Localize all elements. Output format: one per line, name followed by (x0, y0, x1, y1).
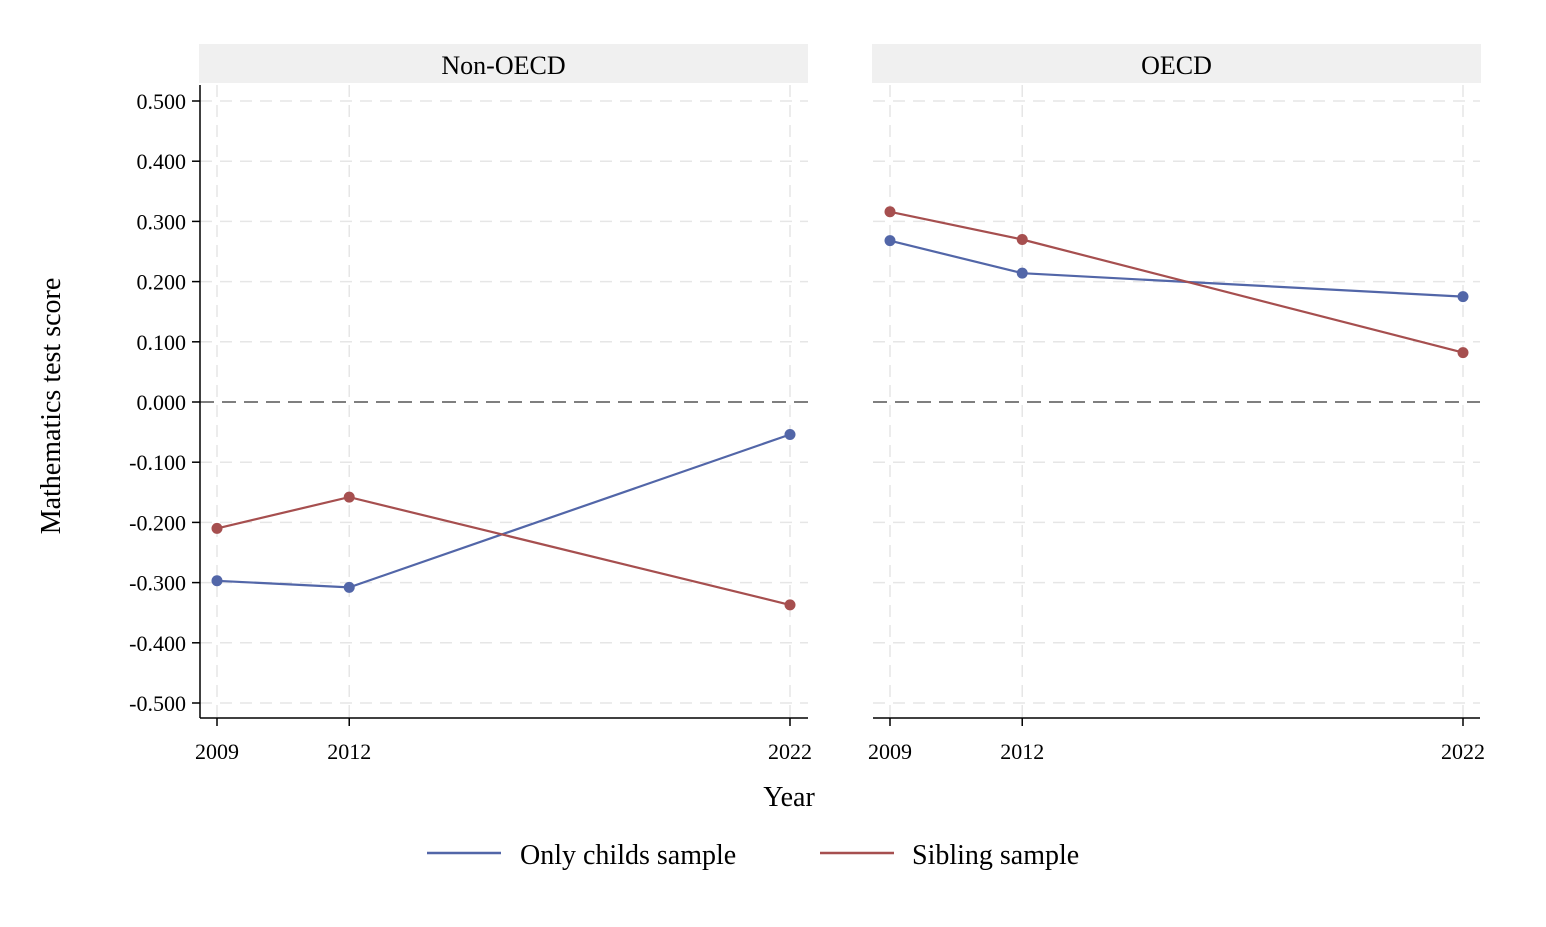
y-tick-label-2: -0.300 (129, 571, 186, 596)
y-tick-label-9: 0.400 (137, 149, 187, 174)
y-tick-label-4: -0.100 (129, 450, 186, 475)
y-tick-label-3: -0.200 (129, 510, 186, 535)
panel-1-point-sibling-2009 (211, 522, 223, 534)
panel-1-point-only_child-2022 (784, 429, 796, 441)
panel-1-point-sibling-2012 (343, 491, 355, 503)
panel-1-x-tick-label-0: 2009 (195, 739, 239, 764)
y-tick-label-1: -0.400 (129, 631, 186, 656)
panel-title-2: OECD (1141, 51, 1212, 80)
y-tick-label-8: 0.300 (137, 209, 187, 234)
panel-1-point-only_child-2009 (211, 575, 223, 587)
panel-title-1: Non-OECD (441, 51, 565, 80)
panel-1-x-tick-label-2: 2022 (768, 739, 812, 764)
x-axis-title: Year (763, 782, 815, 813)
legend-label-only-child: Only childs sample (520, 840, 736, 871)
panel-2-point-only_child-2009 (884, 235, 896, 247)
legend: Only childs sample Sibling sample (427, 840, 1079, 871)
plot-layer: 2009 2012 2022 -0.500 -0.400 -0.300 -0.200 -0.1… (129, 85, 1485, 764)
panel-2-x-tick-label-0: 2009 (868, 739, 912, 764)
panel-2-point-only_child-2022 (1457, 291, 1469, 303)
panel-strip-1 (199, 44, 808, 83)
y-tick-label-7: 0.200 (137, 270, 187, 295)
y-tick-label-0: -0.500 (129, 691, 186, 716)
panel-2-point-only_child-2012 (1016, 267, 1028, 279)
panel-strip-2 (872, 44, 1481, 83)
panel-2-point-sibling-2012 (1016, 233, 1028, 245)
panel-2-point-sibling-2022 (1457, 347, 1469, 359)
legend-label-sibling: Sibling sample (912, 840, 1079, 871)
y-tick-label-10: 0.500 (137, 89, 187, 114)
panel-2-series-line-only_child (889, 239, 1464, 298)
y-tick-label-6: 0.100 (137, 330, 187, 355)
panel-1-point-only_child-2012 (343, 581, 355, 593)
panel-2-point-sibling-2009 (884, 206, 896, 218)
y-tick-label-5: 0.000 (137, 390, 187, 415)
panel-2-x-tick-label-1: 2012 (1000, 739, 1044, 764)
panel-2-x-tick-label-2: 2022 (1441, 739, 1485, 764)
y-axis-title: Mathematics test score (36, 278, 67, 535)
panel-1-series-line-only_child (216, 433, 791, 589)
panel-1-x-tick-label-1: 2012 (327, 739, 371, 764)
panel-1-series-line-sibling (216, 495, 791, 606)
panel-1-point-sibling-2022 (784, 599, 796, 611)
